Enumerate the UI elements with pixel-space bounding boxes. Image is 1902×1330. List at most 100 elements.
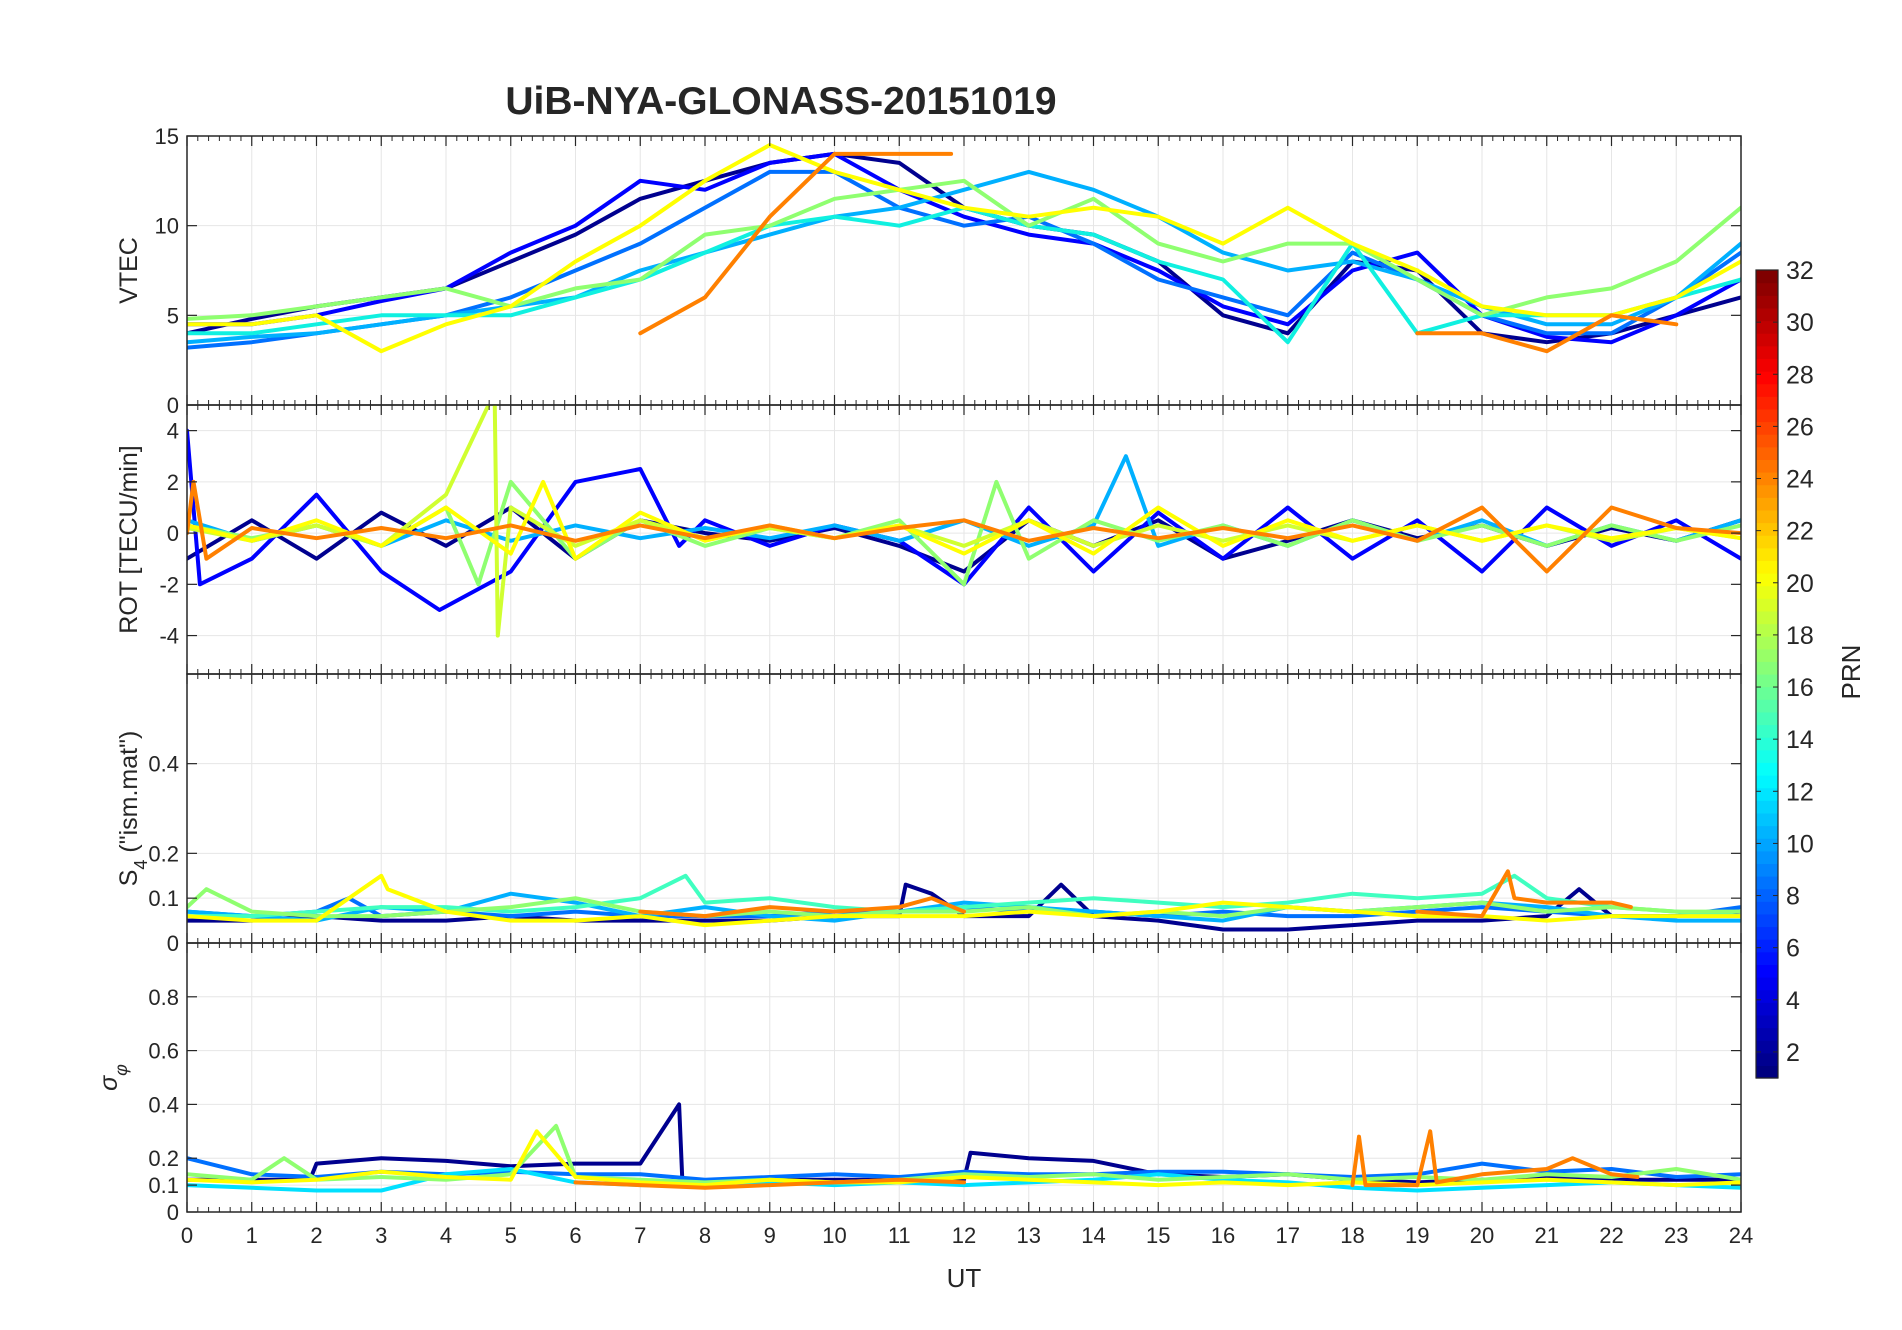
colorbar-tick-label: 6 — [1786, 935, 1800, 963]
y-tick-label: -2 — [159, 572, 179, 597]
colorbar-tick-label: 14 — [1786, 726, 1814, 754]
y-axis-label: S4 ("ism.mat") — [115, 731, 151, 887]
series-line-prn-23 — [573, 1129, 1640, 1190]
colorbar-segment — [1756, 939, 1778, 953]
colorbar-segment — [1756, 977, 1778, 991]
series-line-prn-20 — [187, 479, 1741, 561]
colorbar-tick-label: 28 — [1786, 361, 1814, 389]
x-tick-label: 0 — [181, 1223, 193, 1248]
colorbar-segment — [1756, 1052, 1778, 1066]
panel-sigma-phi: 0 1 2 3 4 5 6 7 8 9 10 11 12 13 14 15 16 17 18 19 20 21 22 23 24… — [95, 942, 1753, 1248]
panel-rot: -4 -2 0 2 4 ROT [TECU/min] — [115, 404, 1742, 675]
y-tick-label: 0.2 — [148, 1146, 179, 1171]
y-tick-label: 0 — [167, 1200, 179, 1225]
series-line-prn-23 — [638, 869, 1633, 919]
colorbar-segment — [1756, 282, 1778, 296]
colorbar-segment — [1756, 711, 1778, 726]
colorbar-tick-label: 12 — [1786, 778, 1814, 806]
colorbar-segment — [1756, 573, 1778, 587]
colorbar-segment — [1756, 270, 1778, 284]
series-group — [187, 1102, 1741, 1193]
colorbar-segment — [1756, 913, 1778, 928]
colorbar-segment — [1756, 825, 1778, 839]
x-tick-label: 24 — [1729, 1223, 1753, 1248]
figure-title: UiB-NYA-GLONASS-20151019 — [505, 80, 1056, 123]
colorbar-segment — [1756, 535, 1778, 549]
y-axis-label: VTEC — [115, 237, 143, 304]
colorbar-segment — [1756, 623, 1778, 637]
colorbar-tick-label: 22 — [1786, 518, 1814, 546]
y-tick-label: 0.4 — [148, 1092, 179, 1117]
colorbar-segment — [1756, 812, 1778, 827]
colorbar-segment — [1756, 610, 1778, 625]
y-tick-label: -4 — [159, 624, 179, 649]
series-group — [187, 405, 1741, 638]
colorbar-segment — [1756, 421, 1778, 435]
series-line-prn-17 — [187, 178, 1741, 321]
colorbar-segment — [1756, 749, 1778, 763]
colorbar-segment — [1756, 951, 1778, 965]
colorbar-segment — [1756, 838, 1778, 852]
colorbar-tick-label: 26 — [1786, 413, 1814, 441]
x-tick-label: 2 — [310, 1223, 322, 1248]
colorbar-tick-label: 20 — [1786, 570, 1814, 598]
colorbar-segment — [1756, 459, 1778, 473]
y-tick-label: 0.4 — [148, 752, 179, 777]
colorbar-segment — [1756, 522, 1778, 536]
y-tick-label: 2 — [167, 470, 179, 495]
colorbar-segment — [1756, 863, 1778, 877]
colorbar-segment — [1756, 876, 1778, 890]
y-axis-label-rest: ("ism.mat") — [115, 731, 143, 860]
colorbar-tick-label: 18 — [1786, 622, 1814, 650]
y-tick-label: 0.2 — [148, 841, 179, 866]
y-tick-label: 4 — [167, 419, 179, 444]
colorbar-segment — [1756, 686, 1778, 700]
colorbar-segment — [1756, 396, 1778, 410]
series-group — [187, 869, 1741, 932]
y-axis-label-sub: 4 — [131, 860, 151, 870]
colorbar-segment — [1756, 989, 1778, 1003]
colorbar-segment — [1756, 295, 1778, 309]
x-tick-label: 11 — [888, 1223, 911, 1248]
y-axis-label-sub: φ — [111, 1064, 131, 1076]
series-group — [187, 143, 1741, 354]
colorbar-tick-label: 24 — [1786, 466, 1814, 494]
colorbar-segment — [1756, 901, 1778, 915]
colorbar-segment — [1756, 1014, 1778, 1029]
colorbar-segment — [1756, 674, 1778, 688]
colorbar-label: PRN — [1836, 645, 1866, 700]
x-tick-label: 21 — [1535, 1223, 1559, 1248]
y-axis-label-main: S — [115, 870, 143, 887]
y-axis-label: σφ — [95, 1064, 131, 1091]
x-tick-label: 12 — [952, 1223, 976, 1248]
x-tick-label: 14 — [1081, 1223, 1105, 1248]
colorbar-segment — [1756, 333, 1778, 347]
y-tick-label: 10 — [155, 214, 179, 239]
colorbar-tick-label: 10 — [1786, 830, 1814, 858]
y-tick-label: 0 — [167, 521, 179, 546]
colorbar-tick-label: 16 — [1786, 674, 1814, 702]
y-tick-label: 0 — [167, 931, 179, 956]
colorbar-segment — [1756, 850, 1778, 864]
y-tick-label: 0.1 — [148, 886, 179, 911]
colorbar-segment — [1756, 497, 1778, 511]
colorbar-segment — [1756, 699, 1778, 713]
y-axis-label: ROT [TECU/min] — [115, 445, 143, 633]
y-tick-label: 15 — [155, 124, 179, 149]
colorbar-segment — [1756, 636, 1778, 650]
colorbar-tick-label: 4 — [1786, 987, 1800, 1015]
colorbar-segment — [1756, 472, 1778, 486]
x-tick-label: 18 — [1340, 1223, 1364, 1248]
panel-s4: 00.10.20.4S4 ("ism.mat") — [115, 673, 1742, 956]
series-line-prn-17 — [187, 479, 1741, 587]
x-tick-label: 10 — [822, 1223, 846, 1248]
y-tick-label: 0.8 — [148, 985, 179, 1010]
colorbar-segment — [1756, 484, 1778, 498]
colorbar-segment — [1756, 434, 1778, 448]
x-tick-label: 15 — [1146, 1223, 1170, 1248]
colorbar-tick-label: 32 — [1786, 257, 1814, 285]
colorbar-segment — [1756, 964, 1778, 978]
x-axis-label: UT — [947, 1263, 982, 1293]
